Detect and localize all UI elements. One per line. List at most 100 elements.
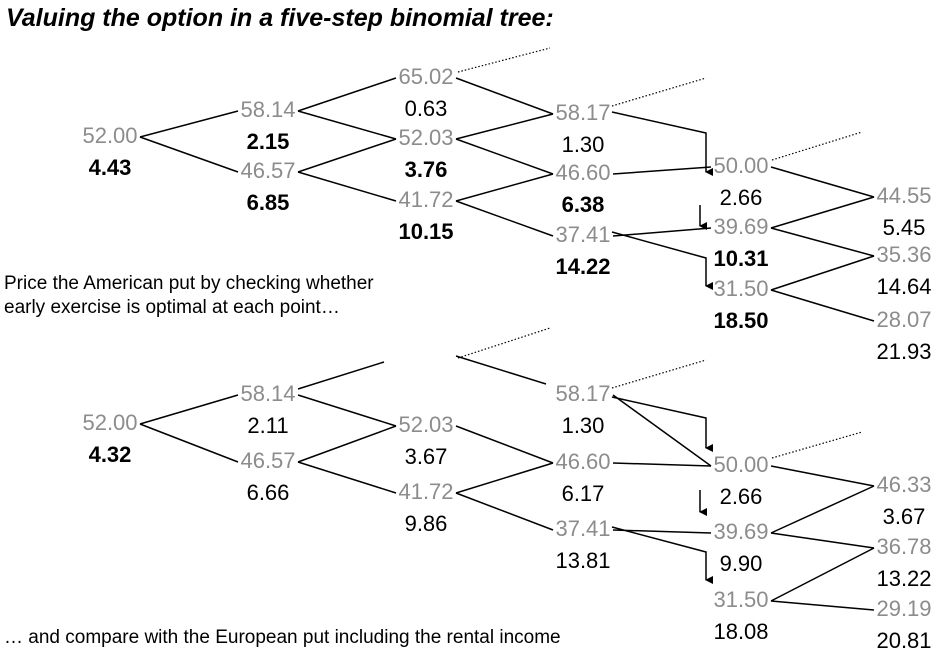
american-node-price: 35.36: [876, 242, 931, 267]
exercise-arrow: [611, 111, 713, 176]
tree-branch: [455, 355, 547, 385]
tree-branch: [297, 77, 397, 112]
tree-branch: [770, 227, 875, 257]
american-node-value: 0.63: [405, 96, 448, 121]
american-node-value: 10.15: [398, 219, 453, 244]
tree-branch: [770, 485, 875, 534]
american-node-price: 46.60: [555, 160, 610, 185]
tree-node-labels: 52.00 4.43 58.14 2.15 46.57 6.85 65.02 0.63 52.0…: [82, 64, 931, 653]
american-node-price: 50.00: [713, 153, 768, 178]
exercise-arrow: [611, 396, 713, 452]
tree-branch: [612, 227, 712, 237]
tree-branch: [139, 394, 239, 425]
european-node-price: 36.78: [876, 534, 931, 559]
american-node-price: 37.41: [555, 222, 610, 247]
american-node-price: 65.02: [398, 64, 453, 89]
truncated-branch: [457, 47, 551, 73]
european-node-price: 52.03: [398, 412, 453, 437]
european-node-value: 6.66: [247, 480, 290, 505]
american-note-line-1: Price the American put by checking wheth…: [4, 273, 374, 294]
tree-branch: [770, 255, 875, 291]
tree-branch: [455, 425, 554, 464]
tree-branch: [297, 171, 397, 202]
tree-branch: [612, 394, 712, 467]
american-node-price: 44.55: [876, 183, 931, 208]
american-node-value: 1.30: [562, 132, 605, 157]
exercise-arrow: [611, 526, 713, 584]
american-node-value: 4.43: [89, 155, 132, 180]
tree-branch: [770, 196, 875, 229]
european-node-value: 9.86: [405, 511, 448, 536]
tree-branch: [297, 461, 397, 494]
truncated-branch: [771, 131, 863, 161]
european-node-price: 39.69: [713, 519, 768, 544]
american-node-price: 31.50: [713, 276, 768, 301]
european-node-price: 37.41: [555, 516, 610, 541]
tree-branch: [139, 423, 239, 463]
european-node-price: 46.57: [240, 448, 295, 473]
tree-branch: [297, 138, 397, 173]
american-node-price: 39.69: [713, 214, 768, 239]
truncated-branch: [611, 77, 707, 107]
tree-branch: [139, 110, 239, 138]
early-exercise-arrows: [611, 111, 713, 584]
american-node-value: 14.64: [876, 274, 931, 299]
american-node-price: 58.17: [555, 100, 610, 125]
american-node-price: 52.00: [82, 123, 137, 148]
american-node-price: 41.72: [398, 187, 453, 212]
tree-branch: [455, 173, 554, 202]
tree-branch: [455, 462, 554, 494]
exercise-arrow: [611, 231, 713, 290]
european-node-price: 46.33: [876, 472, 931, 497]
european-node-value: 1.30: [562, 413, 605, 438]
tree-branch: [770, 289, 875, 322]
american-node-value: 2.15: [247, 129, 290, 154]
tree-branch: [297, 361, 385, 390]
european-node-value: 3.67: [883, 504, 926, 529]
tree-branch: [455, 200, 554, 237]
american-node-value: 21.93: [876, 339, 931, 364]
tree-branch: [770, 600, 875, 611]
american-node-value: 3.76: [405, 157, 448, 182]
european-node-price: 58.14: [240, 381, 295, 406]
european-node-value: 6.17: [562, 481, 605, 506]
european-node-value: 9.90: [720, 551, 763, 576]
european-node-value: 13.22: [876, 566, 931, 591]
truncated-branch: [611, 359, 707, 389]
tree-branch: [455, 138, 554, 175]
european-node-price: 50.00: [713, 452, 768, 477]
tree-branch: [297, 425, 397, 463]
tree-branch: [612, 166, 712, 175]
tree-branches: [139, 47, 875, 611]
american-node-price: 46.57: [240, 158, 295, 183]
european-node-price: 41.72: [398, 479, 453, 504]
american-node-value: 18.50: [713, 308, 768, 333]
american-node-value: 2.66: [720, 185, 763, 210]
european-put-note: … and compare with the European put incl…: [4, 627, 561, 648]
tree-branch: [770, 465, 875, 487]
tree-branch: [612, 462, 712, 467]
european-node-price: 31.50: [713, 587, 768, 612]
american-node-price: 58.14: [240, 97, 295, 122]
tree-branch: [297, 110, 397, 140]
european-node-price: 58.17: [555, 381, 610, 406]
european-node-price: 52.00: [82, 410, 137, 435]
tree-branch: [455, 492, 554, 531]
american-note-line-2: early exercise is optimal at each point…: [4, 297, 340, 318]
european-node-value: 20.81: [876, 628, 931, 653]
tree-branch: [770, 547, 875, 602]
european-node-value: 3.67: [405, 444, 448, 469]
european-node-value: 4.32: [89, 442, 132, 467]
tree-branch: [455, 113, 554, 140]
american-node-value: 6.38: [562, 192, 605, 217]
european-node-value: 18.08: [713, 619, 768, 644]
european-node-value: 2.66: [720, 484, 763, 509]
tree-branch: [770, 532, 875, 549]
american-node-value: 5.45: [883, 215, 926, 240]
american-node-price: 52.03: [398, 125, 453, 150]
european-node-value: 2.11: [247, 413, 288, 438]
european-node-price: 29.19: [876, 596, 931, 621]
tree-branch: [297, 394, 397, 427]
european-node-price: 46.60: [555, 449, 610, 474]
